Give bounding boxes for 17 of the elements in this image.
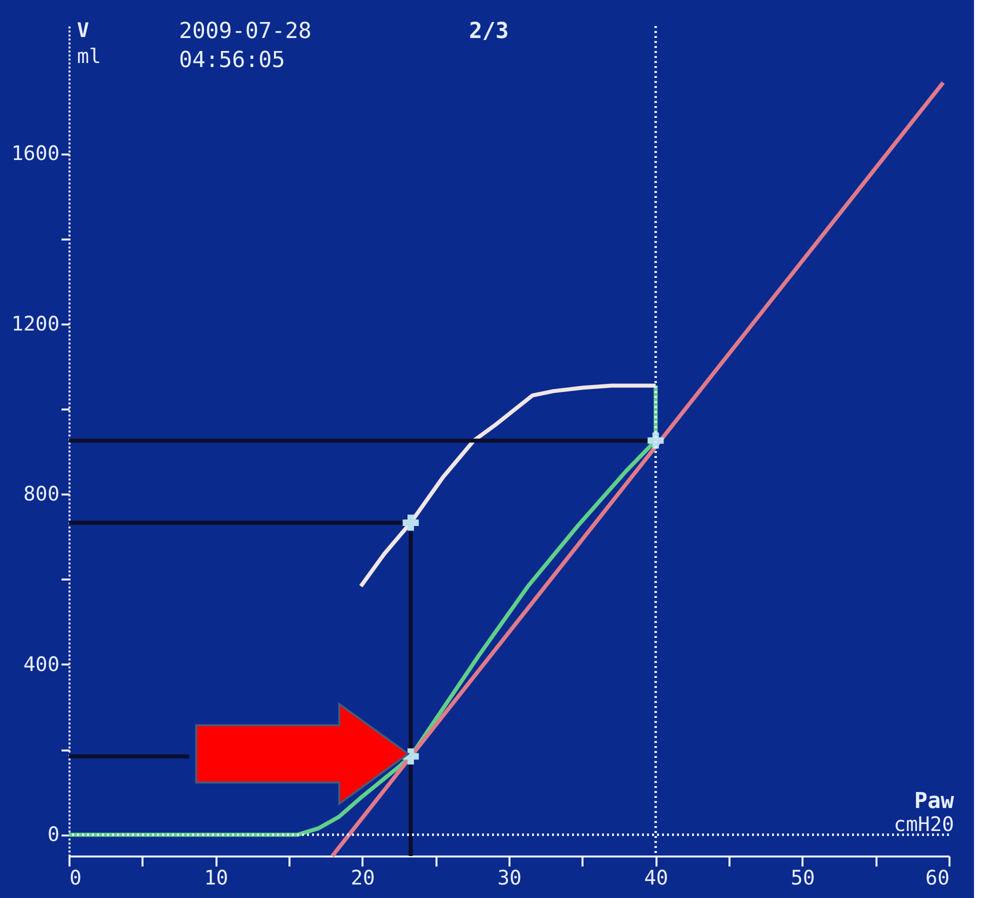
x-tick-label: 0 xyxy=(70,866,82,890)
y-axis-title: V ml xyxy=(77,18,102,68)
x-tick-label: 50 xyxy=(790,866,815,890)
annotation: 04:56:05 xyxy=(179,48,285,73)
annotation: 2/3 xyxy=(469,19,509,44)
y-tick-label: 1600 xyxy=(11,141,60,166)
x-axis-title: Paw cmH20 xyxy=(894,789,955,836)
x-tick-label: 10 xyxy=(204,866,228,890)
y-tick-label: 400 xyxy=(23,652,60,676)
x-tick-label: 20 xyxy=(350,866,375,890)
x-tick-label: 40 xyxy=(644,866,668,890)
y-tick-label: 800 xyxy=(23,482,60,506)
x-tick-label: 30 xyxy=(497,866,522,890)
x-tick-label: 60 xyxy=(925,866,950,890)
y-tick-label: 1200 xyxy=(11,311,60,336)
y-tick-label: 0 xyxy=(47,822,60,846)
annotation: 2009-07-28 xyxy=(179,19,312,44)
